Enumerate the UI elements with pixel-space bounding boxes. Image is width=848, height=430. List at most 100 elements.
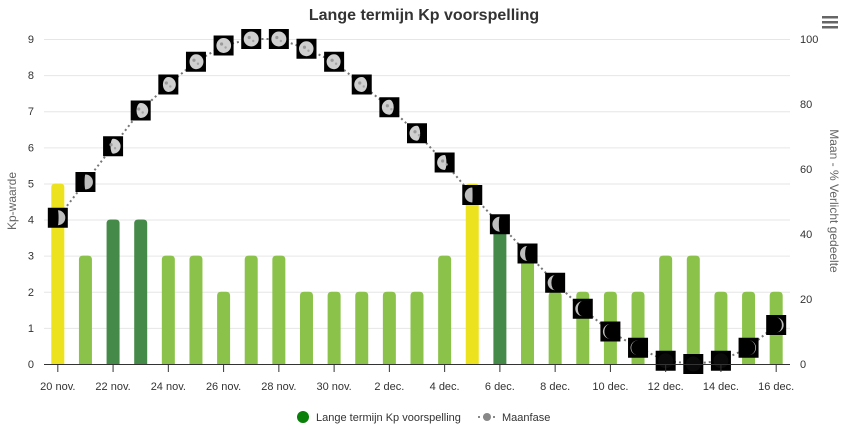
kp-bars [51, 183, 783, 364]
kp-bar[interactable] [714, 291, 728, 364]
moon-phase-marker[interactable] [158, 74, 179, 95]
kp-bar[interactable] [161, 255, 175, 364]
moon-icon [354, 77, 368, 92]
legend-kp-marker [297, 411, 309, 423]
moon-icon [162, 77, 176, 92]
moon-phase-marker[interactable] [766, 315, 787, 335]
moon-icon [84, 174, 93, 190]
moon-phase-marker[interactable] [489, 214, 510, 235]
moon-phase-marker[interactable] [324, 51, 345, 72]
left-axis-ticks: 0 1 2 3 4 5 6 7 8 9 [28, 34, 34, 371]
kp-bar[interactable] [51, 183, 65, 364]
left-tick-label: 5 [28, 178, 34, 190]
moon-crater [252, 39, 255, 43]
left-tick-label: 1 [28, 323, 34, 335]
kp-bar[interactable] [106, 219, 120, 364]
moon-phase-marker[interactable] [545, 272, 566, 293]
moon-phase-marker[interactable] [628, 337, 649, 358]
moon-icon [326, 54, 341, 70]
moon-crater [385, 104, 389, 108]
kp-bar[interactable] [659, 255, 673, 364]
moon-phase-series [47, 29, 787, 374]
moon-phase-marker[interactable] [738, 337, 759, 358]
moon-phase-marker[interactable] [213, 35, 234, 56]
moon-phase-marker[interactable] [185, 51, 206, 72]
moon-crater [224, 46, 227, 49]
left-tick-label: 4 [28, 215, 34, 227]
legend-item-kp[interactable]: Lange termijn Kp voorspelling [297, 411, 461, 424]
moon-phase-marker[interactable] [462, 185, 483, 205]
kp-bar[interactable] [327, 291, 341, 364]
moon-crater [164, 81, 168, 85]
chart-menu-button[interactable] [820, 14, 840, 30]
moon-icon [298, 41, 314, 57]
kp-bar[interactable] [438, 255, 452, 364]
kp-bar[interactable] [521, 255, 535, 364]
moon-phase-marker[interactable] [103, 136, 124, 157]
x-tick-label: 30 nov. [316, 381, 351, 393]
moon-phase-marker[interactable] [296, 38, 317, 59]
legend-kp-label: Lange termijn Kp voorspelling [316, 412, 461, 424]
moon-marker-background [628, 337, 649, 358]
kp-bar[interactable] [382, 291, 396, 364]
moon-icon [492, 216, 500, 232]
kp-bar[interactable] [410, 291, 424, 364]
x-tick-label: 26 nov. [206, 381, 241, 393]
left-axis-title: Kp-waarde [5, 172, 19, 230]
right-tick-label: 60 [800, 164, 812, 176]
kp-bar[interactable] [272, 255, 286, 364]
legend-moon-label: Maanfase [502, 412, 550, 424]
kp-bar[interactable] [134, 219, 148, 364]
moon-crater [334, 62, 338, 65]
moon-phase-marker[interactable] [379, 97, 400, 118]
kp-bar[interactable] [78, 255, 92, 364]
moon-crater [113, 147, 117, 150]
left-tick-label: 2 [28, 287, 34, 299]
right-tick-label: 80 [800, 99, 812, 111]
x-tick-label: 6 dec. [485, 381, 515, 393]
moon-icon [216, 38, 232, 53]
moon-phase-marker[interactable] [75, 172, 96, 192]
x-tick-label: 10 dec. [592, 381, 628, 393]
kp-bar[interactable] [465, 183, 479, 364]
moon-crater [247, 35, 251, 40]
x-tick-label: 14 dec. [703, 381, 739, 393]
moon-crater [413, 130, 417, 134]
left-tick-label: 8 [28, 70, 34, 82]
kp-bar[interactable] [217, 291, 231, 364]
chart-title: Lange termijn Kp voorspelling [309, 7, 539, 24]
legend-moon-marker [483, 413, 491, 421]
moon-icon [547, 275, 556, 291]
moon-phase-marker[interactable] [130, 100, 151, 121]
moon-phase-marker[interactable] [241, 29, 262, 49]
kp-bar[interactable] [189, 255, 203, 364]
moon-crater [275, 35, 279, 40]
moon-phase-marker[interactable] [517, 243, 538, 264]
kp-bar[interactable] [493, 219, 507, 364]
moon-crater [141, 111, 144, 114]
moon-phase-marker[interactable] [600, 321, 621, 342]
moon-phase-marker[interactable] [407, 123, 427, 144]
left-tick-label: 0 [28, 359, 34, 371]
x-tick-label: 28 nov. [261, 381, 296, 393]
moon-phase-marker[interactable] [572, 298, 593, 319]
moon-phase-marker[interactable] [47, 207, 68, 228]
moon-icon [189, 54, 204, 70]
moon-crater [307, 49, 310, 52]
kp-bar[interactable] [299, 291, 313, 364]
moon-crater [441, 159, 445, 163]
moon-phase-marker[interactable] [268, 29, 289, 49]
kp-bar[interactable] [686, 255, 700, 364]
kp-bar[interactable] [355, 291, 369, 364]
kp-bar[interactable] [244, 255, 258, 364]
moon-icon [110, 138, 121, 154]
hamburger-menu-icon [822, 16, 838, 29]
moon-phase-marker[interactable] [351, 74, 372, 95]
moon-crater [302, 45, 307, 49]
kp-bar[interactable] [548, 291, 562, 364]
legend-item-moon[interactable]: Maanfase [478, 412, 550, 424]
moon-icon [57, 210, 66, 226]
x-tick-label: 22 nov. [95, 381, 130, 393]
moon-phase-marker[interactable] [434, 152, 455, 173]
right-axis-ticks: 0 20 40 60 80 100 [800, 34, 818, 371]
